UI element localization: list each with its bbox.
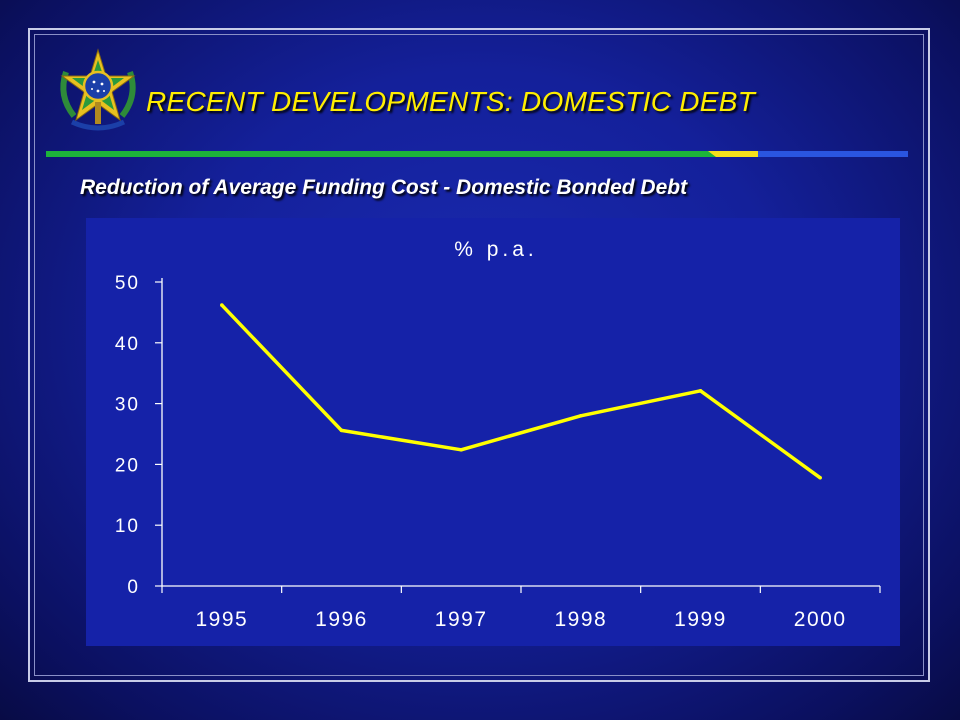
chart-panel: % p.a. 0 10 20 30 40 50 1995 1996 1997 1998 1999 200… bbox=[86, 218, 900, 646]
title-rule-green bbox=[46, 151, 716, 157]
x-tick-label: 1995 bbox=[195, 608, 248, 631]
title-rule-yellow bbox=[708, 151, 768, 157]
slide-frame-inner bbox=[34, 34, 924, 676]
data-point bbox=[220, 303, 224, 307]
data-point bbox=[579, 413, 583, 418]
y-tick-label: 30 bbox=[115, 395, 140, 416]
data-point bbox=[818, 475, 822, 480]
x-tick-label: 1999 bbox=[674, 608, 727, 631]
x-tick-label: 1998 bbox=[554, 608, 607, 631]
title-rule-blue bbox=[758, 151, 908, 157]
y-tick-label: 50 bbox=[115, 273, 140, 294]
title-rule bbox=[46, 151, 908, 157]
data-point bbox=[698, 389, 703, 393]
slide-title: RECENT DEVELOPMENTS: DOMESTIC DEBT bbox=[146, 86, 756, 117]
y-tick-label: 40 bbox=[115, 334, 140, 355]
slide-frame-outer bbox=[28, 28, 930, 682]
data-point bbox=[339, 428, 344, 433]
data-point bbox=[459, 448, 463, 452]
y-tick-label: 20 bbox=[115, 455, 140, 476]
slide-subtitle: Reduction of Average Funding Cost - Dome… bbox=[80, 176, 688, 199]
y-tick-label: 0 bbox=[127, 577, 140, 598]
coat-of-arms-emblem-icon bbox=[60, 48, 136, 131]
y-tick-label: 10 bbox=[115, 516, 140, 537]
x-tick-label: 1997 bbox=[435, 608, 488, 631]
series-line bbox=[220, 303, 822, 480]
line-chart: % p.a. 0 10 20 30 40 50 1995 1996 1997 1998 1999 200… bbox=[115, 238, 881, 631]
x-tick-label: 1996 bbox=[315, 608, 368, 631]
x-tick-label: 2000 bbox=[794, 608, 847, 631]
chart-title: % p.a. bbox=[454, 238, 538, 261]
